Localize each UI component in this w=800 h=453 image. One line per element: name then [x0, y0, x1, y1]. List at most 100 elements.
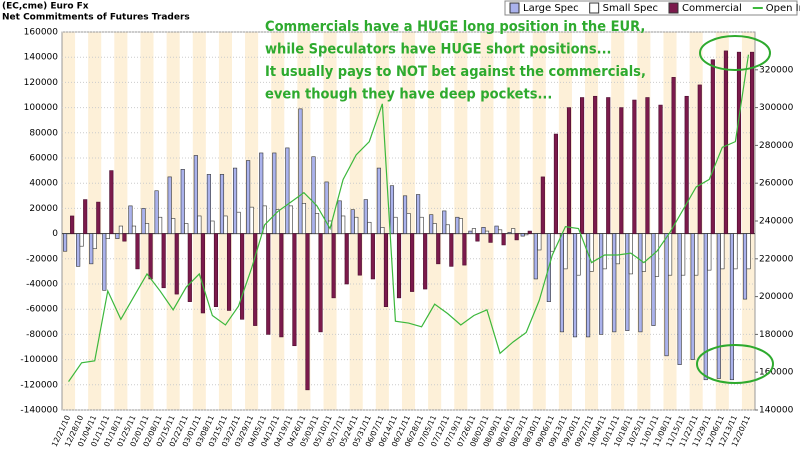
- bar: [703, 233, 708, 381]
- bar: [363, 199, 368, 234]
- bar: [383, 233, 389, 307]
- bar: [158, 216, 163, 234]
- y-tick-label: -20000: [26, 254, 58, 264]
- y-tick-label: 100000: [24, 103, 59, 113]
- bar: [298, 108, 303, 234]
- bar: [236, 211, 241, 234]
- bar: [720, 233, 725, 270]
- bar: [436, 233, 441, 265]
- y-tick-label: 120000: [24, 78, 59, 88]
- bar: [184, 223, 189, 234]
- y2-tick-label: 140000: [759, 406, 794, 416]
- bar: [429, 214, 434, 234]
- bar: [253, 233, 258, 326]
- y-tick-label: -140000: [20, 406, 58, 416]
- bar: [357, 233, 362, 276]
- bar: [223, 215, 228, 234]
- y2-tick-label: 320000: [759, 65, 794, 75]
- bar: [76, 233, 81, 267]
- bar: [118, 225, 123, 234]
- bar: [115, 233, 120, 239]
- band: [428, 32, 442, 410]
- annotation: Commercials have a HUGE long position in…: [265, 19, 645, 35]
- bar: [200, 233, 205, 314]
- y-tick-label: 0: [52, 229, 58, 239]
- y-tick-label: -100000: [20, 355, 58, 365]
- bar: [729, 233, 734, 381]
- bar: [572, 233, 578, 338]
- bar: [527, 230, 532, 234]
- bar: [70, 215, 75, 234]
- bar: [380, 227, 385, 234]
- bar: [645, 97, 650, 234]
- legend-label: Commercial: [682, 3, 742, 14]
- bar: [481, 227, 486, 234]
- bar: [563, 233, 568, 270]
- line: [68, 54, 750, 382]
- bar: [710, 59, 715, 234]
- band: [114, 32, 128, 410]
- bar: [641, 233, 646, 272]
- bar: [249, 206, 254, 234]
- bar: [654, 233, 660, 277]
- bar: [540, 176, 545, 234]
- y-tick-label: -80000: [26, 330, 58, 340]
- bar: [455, 216, 460, 234]
- bar: [259, 152, 264, 234]
- bar: [167, 176, 172, 234]
- bar: [105, 233, 110, 239]
- y2-tick-label: 220000: [759, 254, 794, 264]
- bar: [498, 229, 503, 234]
- bar: [131, 225, 137, 234]
- y2-tick-label: 300000: [759, 103, 794, 113]
- bar: [79, 233, 84, 247]
- bar: [376, 167, 381, 234]
- bar: [109, 170, 114, 234]
- bar: [89, 233, 94, 265]
- bar: [83, 199, 88, 234]
- bar: [566, 107, 572, 234]
- bar: [619, 107, 624, 234]
- bar: [279, 233, 284, 338]
- bar: [180, 169, 185, 234]
- bar: [664, 233, 669, 357]
- bar: [266, 233, 271, 335]
- bar: [612, 233, 617, 333]
- y2-tick-label: 160000: [759, 368, 794, 378]
- bar: [442, 210, 447, 234]
- y2-tick-label: 240000: [759, 217, 794, 227]
- bar: [638, 233, 643, 333]
- bar: [246, 160, 251, 234]
- band: [506, 32, 520, 410]
- bar: [197, 215, 202, 234]
- highlight-ellipse: [699, 35, 771, 71]
- bar: [354, 216, 359, 234]
- y2-tick-label: 260000: [759, 179, 794, 189]
- bar: [746, 233, 751, 270]
- bar: [520, 233, 525, 237]
- bar: [501, 233, 506, 246]
- bar: [396, 233, 402, 299]
- bar: [174, 233, 179, 295]
- bar: [311, 156, 316, 234]
- bar: [537, 233, 542, 251]
- bar: [462, 233, 467, 266]
- bar: [625, 233, 630, 331]
- bar: [292, 233, 297, 347]
- bar: [331, 233, 336, 299]
- bar: [367, 221, 372, 234]
- bar: [324, 181, 329, 234]
- bar: [445, 224, 450, 234]
- legend-label: Large Spec: [523, 3, 579, 14]
- bar: [92, 233, 97, 250]
- bar: [733, 233, 738, 270]
- bar: [716, 233, 721, 379]
- bar: [301, 203, 307, 234]
- bar: [736, 51, 742, 234]
- bar: [458, 218, 463, 234]
- legend-swatch: [668, 2, 679, 14]
- y-tick-label: -40000: [26, 280, 58, 290]
- annotation: even though they have deep pockets...: [265, 87, 552, 103]
- bar: [288, 205, 293, 234]
